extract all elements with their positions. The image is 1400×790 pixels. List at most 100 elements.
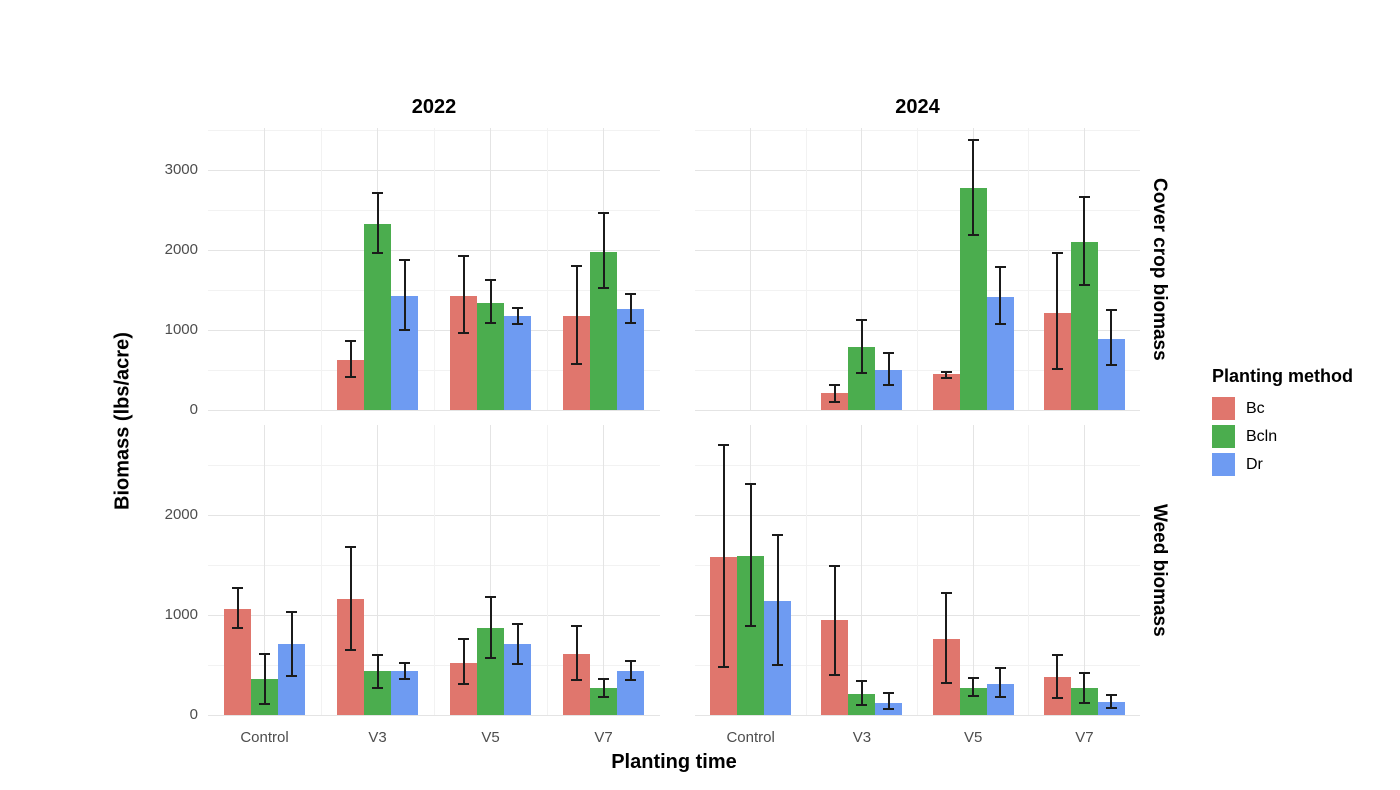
error-bar-cover-crop-2022-V7-Dr-cap: [625, 322, 636, 325]
error-bar-cover-crop-2024-V3-Bcln: [860, 319, 863, 374]
error-bar-weed-2022-Control-Bcln: [263, 653, 266, 704]
error-bar-weed-2022-V3-Bcln: [376, 655, 379, 688]
error-bar-cover-crop-2022-V5-Bc-cap: [458, 255, 469, 257]
error-bar-cover-crop-2024-V3-Dr-cap: [883, 384, 895, 387]
error-bar-weed-2022-V7-Bcln-cap: [598, 696, 609, 698]
error-bar-weed-2024-V3-Bcln-cap: [856, 680, 868, 682]
error-bar-weed-2022-V7-Dr: [629, 661, 632, 680]
error-bar-cover-crop-2022-V5-Bcln: [489, 280, 492, 324]
error-bar-cover-crop-2022-V3-Bcln-cap: [372, 251, 383, 254]
gridline-x-V3: [377, 425, 378, 715]
gridline-x-V5: [490, 128, 491, 410]
error-bar-weed-2022-V7-Bc-cap: [571, 678, 582, 681]
error-bar-weed-2024-V3-Dr-cap: [883, 692, 895, 694]
error-bar-cover-crop-2024-V3-Bcln-cap: [856, 318, 868, 321]
error-bar-weed-2024-V7-Dr: [1110, 695, 1113, 708]
error-bar-weed-2022-V7-Bc: [575, 626, 578, 680]
error-bar-cover-crop-2022-V5-Bcln-cap: [485, 322, 496, 325]
gridline-y-0: [208, 409, 660, 411]
x-tick-label-2022-V7: V7: [594, 729, 613, 746]
bar-cover-crop-2024-V5-Bc: [932, 374, 960, 410]
gridline-x-V7: [603, 425, 604, 715]
error-bar-weed-2024-V5-Bcln: [972, 678, 975, 696]
gridline-x-V7: [1083, 425, 1085, 715]
error-bar-weed-2022-V3-Dr-cap: [399, 662, 410, 664]
error-bar-cover-crop-2024-V7-Dr-cap: [1105, 364, 1117, 367]
x-tick-label-2022-V3: V3: [368, 729, 387, 746]
error-bar-weed-2022-V7-Bcln: [602, 678, 605, 697]
gridline-x-minor: [546, 425, 548, 715]
error-bar-weed-2022-V3-Bc: [349, 547, 352, 650]
error-bar-cover-crop-2022-V7-Dr-cap: [625, 293, 636, 295]
error-bar-weed-2022-V5-Bcln: [489, 597, 492, 658]
strip-label-cover-crop-biomass: Cover crop biomass: [1149, 177, 1170, 361]
x-tick-label-2024-V7: V7: [1075, 729, 1094, 746]
error-bar-weed-2024-Control-Dr: [776, 535, 779, 665]
gridline-y-0: [695, 409, 1140, 411]
error-bar-weed-2022-V5-Bc-cap: [458, 638, 469, 640]
error-bar-weed-2022-V3-Dr: [403, 663, 406, 679]
gridline-y-0: [695, 714, 1140, 716]
error-bar-weed-2022-Control-Bcln-cap: [259, 652, 270, 655]
error-bar-weed-2024-Control-Bc-cap: [718, 444, 730, 446]
error-bar-weed-2024-V5-Bc-cap: [940, 592, 952, 594]
error-bar-weed-2022-V3-Bc-cap: [345, 649, 356, 651]
error-bar-cover-crop-2024-V7-Dr-cap: [1105, 309, 1117, 311]
error-bar-cover-crop-2022-V7-Bc: [575, 266, 578, 365]
x-tick-label-2022-V5: V5: [481, 729, 500, 746]
legend-label-bcln: Bcln: [1246, 427, 1278, 445]
bar-cover-crop-2022-V5-Dr: [504, 316, 531, 410]
gridline-x-V5: [972, 425, 974, 715]
error-bar-weed-2022-V5-Bc-cap: [458, 683, 469, 685]
error-bar-weed-2024-Control-Bcln-cap: [745, 483, 757, 485]
error-bar-cover-crop-2024-V5-Dr: [999, 266, 1002, 324]
error-bar-weed-2024-V3-Bc: [833, 566, 836, 675]
legend-item-bcln: Bcln: [1212, 425, 1353, 448]
error-bar-cover-crop-2022-V7-Bc-cap: [571, 265, 582, 267]
error-bar-weed-2022-V5-Bcln-cap: [485, 596, 496, 598]
error-bar-weed-2022-V3-Dr-cap: [399, 678, 410, 680]
error-bar-cover-crop-2022-V5-Bcln-cap: [485, 279, 496, 281]
error-bar-cover-crop-2024-V3-Dr: [887, 353, 890, 386]
error-bar-weed-2024-V7-Bcln-cap: [1078, 671, 1090, 674]
error-bar-weed-2022-V3-Bc-cap: [345, 546, 356, 548]
error-bar-cover-crop-2024-V5-Bc-cap: [940, 377, 952, 380]
error-bar-weed-2024-Control-Bcln: [749, 484, 752, 626]
panel-weed-2022: [208, 425, 660, 716]
error-bar-cover-crop-2024-V7-Bcln-cap: [1078, 196, 1090, 199]
error-bar-cover-crop-2022-V5-Bc: [462, 256, 465, 334]
error-bar-cover-crop-2022-V7-Bcln: [602, 213, 605, 289]
error-bar-weed-2024-V5-Dr-cap: [994, 667, 1006, 669]
y-tick-label-cover-crop-2022-1000: 1000: [164, 321, 198, 338]
error-bar-weed-2022-Control-Bcln-cap: [259, 703, 270, 705]
y-tick-label-cover-crop-2022-2000: 2000: [164, 241, 198, 258]
error-bar-weed-2024-Control-Bc-cap: [718, 666, 730, 668]
legend-item-dr: Dr: [1212, 453, 1353, 476]
error-bar-cover-crop-2024-V5-Bc-cap: [940, 370, 952, 373]
error-bar-weed-2022-V7-Bcln-cap: [598, 677, 609, 680]
error-bar-cover-crop-2024-V3-Bc-cap: [829, 384, 841, 387]
legend-label-dr: Dr: [1246, 455, 1263, 473]
legend: Planting method Bc Bcln Dr: [1212, 366, 1353, 481]
error-bar-weed-2022-V5-Bc: [462, 639, 465, 684]
error-bar-weed-2024-Control-Dr-cap: [772, 664, 784, 666]
error-bar-cover-crop-2022-V3-Bc-cap: [345, 375, 356, 378]
gridline-x-minor: [433, 128, 435, 410]
error-bar-cover-crop-2022-V3-Dr-cap: [399, 258, 410, 261]
error-bar-cover-crop-2024-V7-Bcln-cap: [1078, 284, 1090, 287]
error-bar-cover-crop-2022-V3-Dr-cap: [399, 329, 410, 331]
error-bar-weed-2022-V5-Bcln-cap: [485, 657, 496, 659]
x-tick-label-2024-Control: Control: [726, 729, 775, 746]
error-bar-cover-crop-2024-V5-Bcln-cap: [967, 139, 979, 141]
error-bar-weed-2024-V7-Bcln: [1083, 672, 1086, 703]
error-bar-weed-2022-V5-Dr: [516, 623, 519, 664]
error-bar-cover-crop-2022-V7-Bc-cap: [571, 363, 582, 366]
y-axis-title: Biomass (lbs/acre): [111, 332, 134, 511]
error-bar-cover-crop-2024-V3-Dr-cap: [883, 352, 895, 355]
legend-swatch-dr: [1212, 453, 1235, 476]
error-bar-weed-2024-V3-Bcln-cap: [856, 704, 868, 706]
y-tick-label-weed-2022-2000: 2000: [164, 506, 198, 523]
error-bar-weed-2024-V5-Bcln-cap: [967, 695, 979, 697]
gridline-x-minor: [320, 128, 322, 410]
error-bar-cover-crop-2024-V3-Bc: [833, 385, 836, 402]
